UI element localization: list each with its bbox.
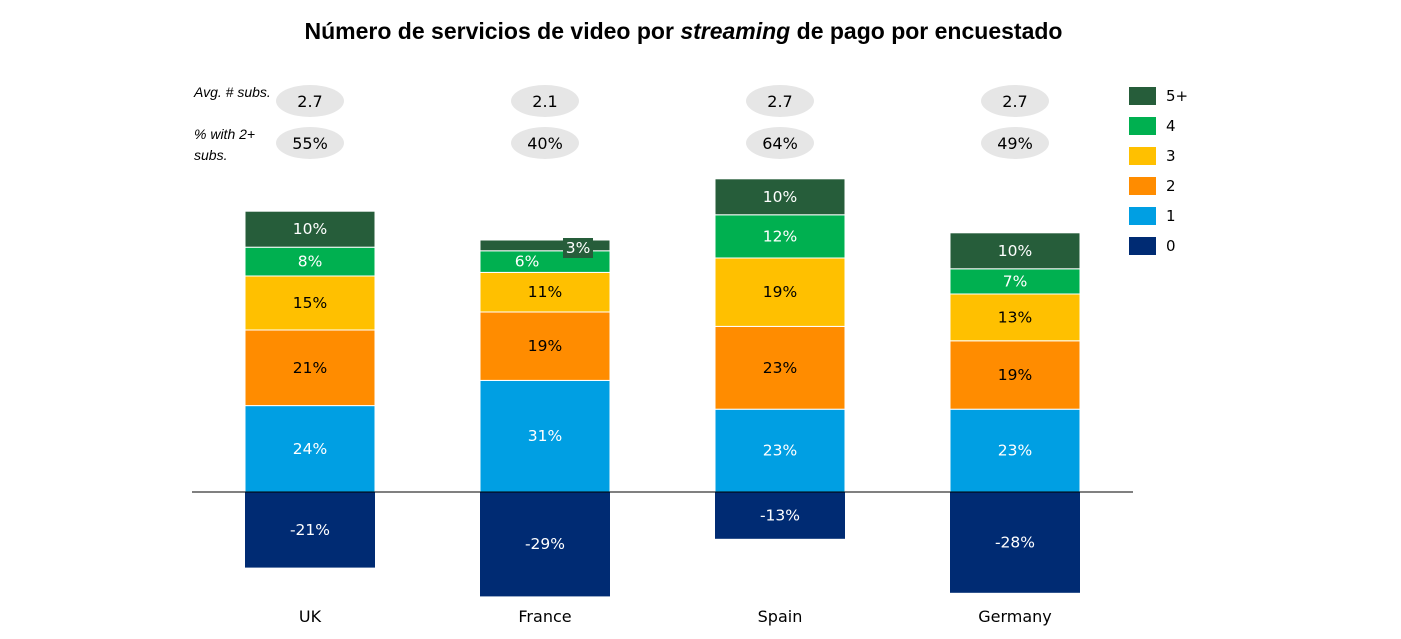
- stat-value-pct-2plus-france: 40%: [527, 134, 563, 153]
- data-label-spain-4: 12%: [763, 227, 797, 245]
- x-tick-label-france: France: [518, 607, 571, 626]
- legend-label: 3: [1166, 147, 1176, 165]
- stat-value-pct-2plus-germany: 49%: [997, 134, 1033, 153]
- data-label-uk-2: 21%: [293, 359, 327, 377]
- bar-segment-uk-1: [244, 405, 376, 493]
- chart-title-part-1: Número de servicios de video por: [304, 18, 681, 44]
- data-label-box-france-5: [563, 238, 593, 258]
- bar-segment-uk-2: [244, 329, 376, 407]
- stat-value-avg-subs-france: 2.1: [532, 92, 557, 111]
- data-label-france-2: 19%: [528, 337, 562, 355]
- legend-item-4: 4: [1129, 116, 1176, 136]
- legend-swatch: [1129, 177, 1156, 195]
- data-label-germany-0: -28%: [995, 533, 1035, 551]
- stat-bubble-avg-subs-france: [511, 85, 579, 117]
- bar-segment-france-2: [479, 311, 611, 381]
- stat-value-pct-2plus-uk: 55%: [292, 134, 328, 153]
- data-label-france-4: 6%: [515, 253, 540, 271]
- legend-item-3: 3: [1129, 146, 1176, 166]
- data-label-uk-4: 8%: [298, 253, 323, 271]
- data-label-germany-3: 13%: [998, 308, 1032, 326]
- stat-bubble-pct-2plus-spain: [746, 127, 814, 159]
- bar-segment-germany-5: [949, 232, 1081, 270]
- legend-item-0: 0: [1129, 236, 1176, 256]
- legend-swatch: [1129, 87, 1156, 105]
- bar-segment-uk-0: [245, 492, 375, 568]
- data-label-spain-2: 23%: [763, 359, 797, 377]
- bar-segment-spain-3: [714, 257, 846, 327]
- legend-swatch: [1129, 207, 1156, 225]
- bar-segment-france-1: [479, 379, 611, 493]
- data-label-france-0: -29%: [525, 535, 565, 553]
- stat-bubble-pct-2plus-germany: [981, 127, 1049, 159]
- bar-segment-spain-2: [714, 325, 846, 410]
- stat-value-avg-subs-germany: 2.7: [1002, 92, 1027, 111]
- legend-label: 1: [1166, 207, 1176, 225]
- data-label-uk-0: -21%: [290, 521, 330, 539]
- data-label-spain-5: 10%: [763, 188, 797, 206]
- bar-segment-germany-2: [949, 340, 1081, 410]
- stat-value-avg-subs-spain: 2.7: [767, 92, 792, 111]
- stat-bubble-pct-2plus-france: [511, 127, 579, 159]
- data-label-spain-0: -13%: [760, 506, 800, 524]
- data-label-uk-3: 15%: [293, 294, 327, 312]
- legend-swatch: [1129, 147, 1156, 165]
- data-label-spain-1: 23%: [763, 442, 797, 460]
- bar-segment-germany-4: [949, 268, 1081, 295]
- stat-value-avg-subs-uk: 2.7: [297, 92, 322, 111]
- legend-item-5-plus: 5+: [1129, 86, 1188, 106]
- legend-swatch: [1129, 237, 1156, 255]
- data-label-france-1: 31%: [528, 427, 562, 445]
- bar-segment-germany-3: [949, 293, 1081, 342]
- data-label-france-3: 11%: [528, 283, 562, 301]
- data-label-germany-2: 19%: [998, 366, 1032, 384]
- legend-item-2: 2: [1129, 176, 1176, 196]
- chart-title-part-3: de pago por encuestado: [790, 18, 1063, 44]
- stat-bubble-pct-2plus-uk: [276, 127, 344, 159]
- data-label-spain-3: 19%: [763, 283, 797, 301]
- legend-swatch: [1129, 117, 1156, 135]
- bar-segment-uk-3: [244, 275, 376, 331]
- stat-value-pct-2plus-spain: 64%: [762, 134, 798, 153]
- avg-subs-row-label: Avg. # subs.: [194, 84, 271, 100]
- bar-segment-germany-0: [950, 492, 1080, 593]
- data-label-france-5: 3%: [566, 239, 591, 257]
- bar-segment-uk-4: [244, 246, 376, 277]
- bar-segment-france-0: [480, 492, 610, 597]
- data-label-uk-1: 24%: [293, 440, 327, 458]
- chart-title-part-2: streaming: [680, 18, 791, 44]
- legend-label: 4: [1166, 117, 1176, 135]
- stat-bubble-avg-subs-germany: [981, 85, 1049, 117]
- data-label-germany-5: 10%: [998, 242, 1032, 260]
- stat-bubble-avg-subs-spain: [746, 85, 814, 117]
- data-label-germany-1: 23%: [998, 442, 1032, 460]
- bar-segment-france-5: [479, 239, 611, 252]
- bar-segment-uk-5: [244, 210, 376, 248]
- x-tick-label-uk: UK: [299, 607, 322, 626]
- bar-segment-spain-5: [714, 178, 846, 216]
- bar-segment-spain-0: [715, 492, 845, 539]
- chart-title: Número de servicios de video por streami…: [0, 18, 1367, 45]
- x-tick-label-spain: Spain: [758, 607, 803, 626]
- legend-item-1: 1: [1129, 206, 1176, 226]
- legend-label: 5+: [1166, 87, 1189, 105]
- data-label-uk-5: 10%: [293, 220, 327, 238]
- data-label-germany-4: 7%: [1003, 272, 1028, 290]
- legend-label: 2: [1166, 177, 1176, 195]
- legend-label: 0: [1166, 237, 1176, 255]
- stat-bubble-avg-subs-uk: [276, 85, 344, 117]
- pct-2plus-row-label: % with 2+ subs.: [194, 126, 256, 163]
- x-tick-label-germany: Germany: [978, 607, 1052, 626]
- bar-segment-france-3: [479, 271, 611, 313]
